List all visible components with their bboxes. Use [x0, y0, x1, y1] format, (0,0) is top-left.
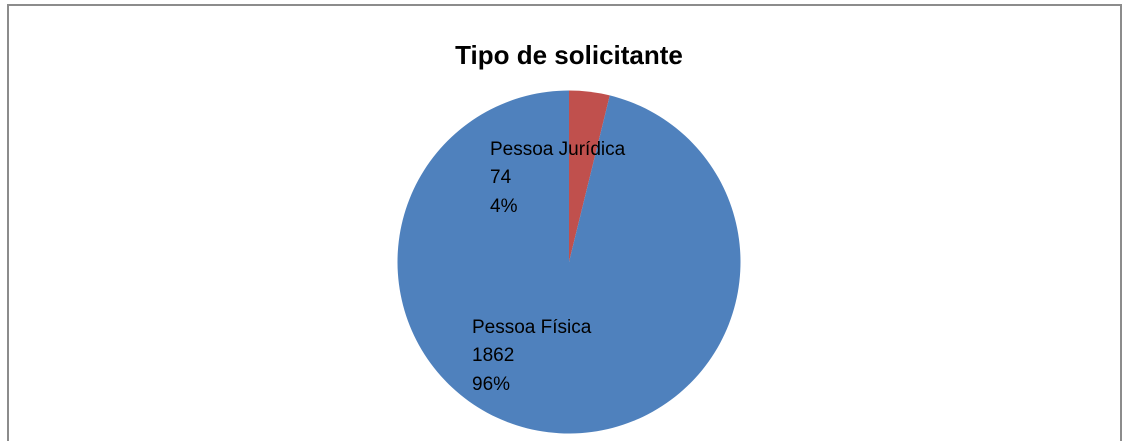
slice-value: 74 — [490, 167, 512, 188]
slice-percent: 96% — [472, 374, 510, 395]
slice-percent: 4% — [490, 196, 518, 217]
chart-title: Tipo de solicitante — [455, 40, 683, 70]
slice-value: 1862 — [472, 345, 514, 366]
pie-slice — [569, 90, 610, 262]
slice-label: Pessoa Física — [472, 317, 592, 338]
pie-slice — [397, 90, 741, 434]
slice-label: Pessoa Jurídica — [490, 139, 626, 160]
chart-frame — [7, 4, 1122, 441]
